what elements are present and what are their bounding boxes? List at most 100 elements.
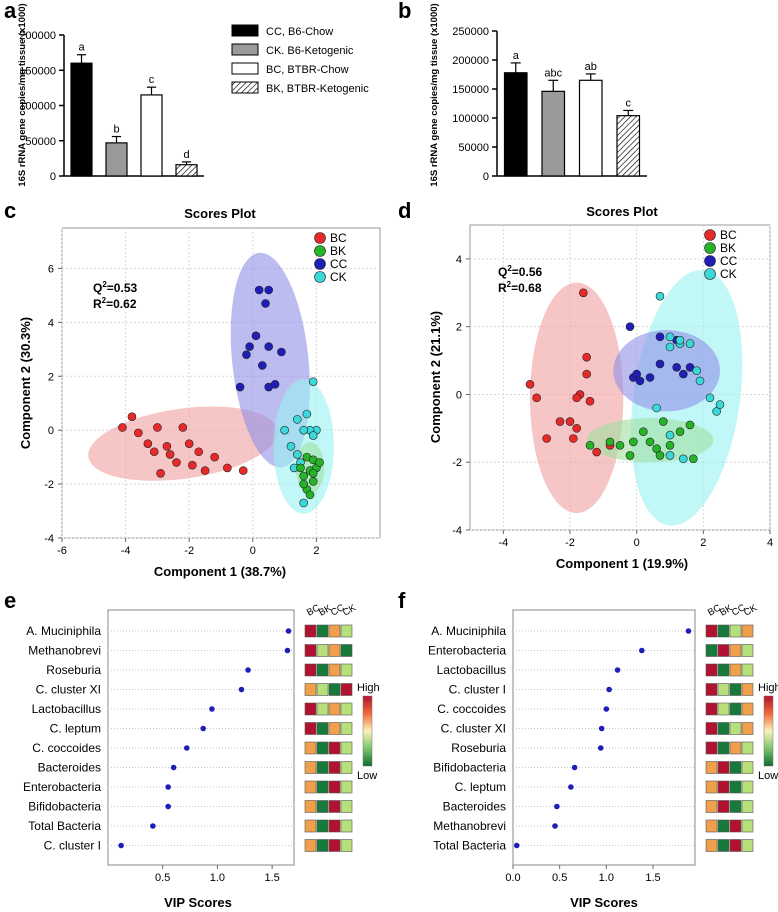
heatmap-cell [705, 741, 718, 755]
scale-high-label: High [758, 682, 778, 694]
y-tick-label: 100000 [452, 113, 489, 125]
significance-letter: c [626, 97, 632, 109]
legend-label: CK. B6-Ketogenic [266, 45, 354, 57]
legend-swatch [231, 62, 259, 75]
x-tick-label: -2 [184, 545, 194, 557]
point-bc [579, 288, 588, 298]
point-bc [172, 458, 181, 467]
feature-label: A. Muciniphila [431, 624, 506, 638]
y-tick-label: -4 [452, 525, 462, 537]
heatmap-cell [340, 722, 353, 735]
panel-d-title: Scores Plot [586, 204, 658, 219]
point-bk [305, 490, 315, 500]
panel-label-e: e [4, 588, 16, 613]
panel-label-f: f [398, 588, 406, 613]
confidence-ellipse-bc [88, 406, 278, 481]
point-bk [585, 440, 595, 450]
point-cc [245, 342, 254, 351]
point-bk [675, 427, 685, 437]
panel-e-vip-plot: A. Muciniphila Methanobrevi Roseburia C. cl… [23, 602, 380, 910]
vip-point [685, 628, 692, 634]
point-bc [555, 417, 565, 426]
heatmap-cell [741, 722, 754, 735]
y-tick-label: 2 [456, 322, 462, 334]
point-bc [134, 428, 143, 438]
x-tick-label: 1.0 [210, 872, 225, 884]
x-tick-label: 0.5 [552, 872, 567, 884]
legend-label: BC, BTBR-Chow [266, 64, 349, 76]
point-ck [655, 291, 665, 301]
point-cc [645, 373, 655, 382]
point-ck [293, 450, 302, 459]
y-tick-label: 150000 [19, 65, 56, 77]
significance-letter: d [183, 149, 189, 161]
heatmap-cell [328, 624, 341, 638]
legend-marker [704, 268, 716, 280]
heatmap-cell [729, 683, 742, 696]
panel-d-q2: Q2=0.56 [498, 264, 542, 279]
panel-a-legend: CC, B6-Chow CK. B6-Ketogenic BC, BTBR-Chow… [231, 24, 369, 95]
point-bk [629, 437, 638, 447]
vip-point [285, 628, 292, 634]
legend-swatch [231, 81, 259, 94]
vip-point [284, 647, 291, 654]
feature-label: Bacteroides [443, 800, 506, 814]
heatmap-cell [328, 761, 341, 774]
point-bc [238, 466, 248, 475]
legend-label: CK [330, 270, 347, 284]
heatmap-cell [328, 780, 341, 794]
heatmap-cell [729, 839, 742, 852]
heatmap-cell [717, 761, 730, 774]
point-ck [695, 376, 705, 386]
panel-c-title: Scores Plot [184, 206, 256, 221]
heatmap-cell [328, 839, 341, 852]
heatmap-cell [717, 663, 730, 677]
point-bc [118, 423, 127, 432]
panel-d-ylabel: Component 2 (21.1%) [428, 311, 443, 443]
point-bc [194, 447, 204, 457]
point-cc [679, 369, 688, 379]
bar [70, 62, 93, 177]
heatmap-cell [316, 624, 329, 638]
bar [105, 142, 128, 177]
x-tick-label: 2 [313, 545, 319, 557]
legend-marker [314, 258, 326, 270]
heatmap-cell [705, 683, 718, 696]
point-bc [149, 447, 159, 457]
vip-point [165, 784, 171, 790]
heatmap-cell [705, 780, 718, 794]
point-bc [200, 466, 210, 475]
point-ck [299, 498, 308, 508]
heatmap-cell [304, 839, 317, 852]
legend-label: BC [720, 228, 737, 242]
point-bc [542, 434, 551, 443]
y-tick-label: 0 [483, 171, 489, 183]
point-ck [308, 431, 318, 440]
feature-label: Roseburia [46, 663, 101, 677]
heatmap-cell [304, 644, 317, 657]
feature-label: Enterobacteria [428, 644, 506, 658]
heatmap-cell [316, 683, 329, 696]
point-bk [655, 451, 665, 460]
vip-point [238, 686, 245, 693]
heatmap-cell [729, 800, 742, 813]
point-cc [235, 382, 245, 392]
heatmap-cell [304, 663, 317, 677]
heatmap-cell [741, 819, 754, 833]
heatmap-cell [741, 624, 754, 638]
heatmap-cell [741, 780, 754, 794]
significance-letter: a [78, 42, 85, 54]
panel-f-vip-plot: A. Muciniphila Enterobacteria Lactobacillu… [428, 602, 778, 910]
vip-point [118, 842, 124, 849]
feature-label: C. coccoides [32, 741, 101, 755]
point-bc [210, 452, 219, 462]
vip-point [209, 706, 215, 712]
vip-point [554, 803, 560, 810]
heatmap-cell [717, 624, 730, 638]
point-bk [605, 437, 615, 447]
panel-a-bar-chart: 16S rRNA gene copies/mg tissue (x1000) 0… [17, 3, 369, 186]
point-bc [143, 439, 153, 448]
y-tick-label: 2 [48, 371, 54, 383]
feature-label: A. Muciniphila [26, 624, 101, 638]
